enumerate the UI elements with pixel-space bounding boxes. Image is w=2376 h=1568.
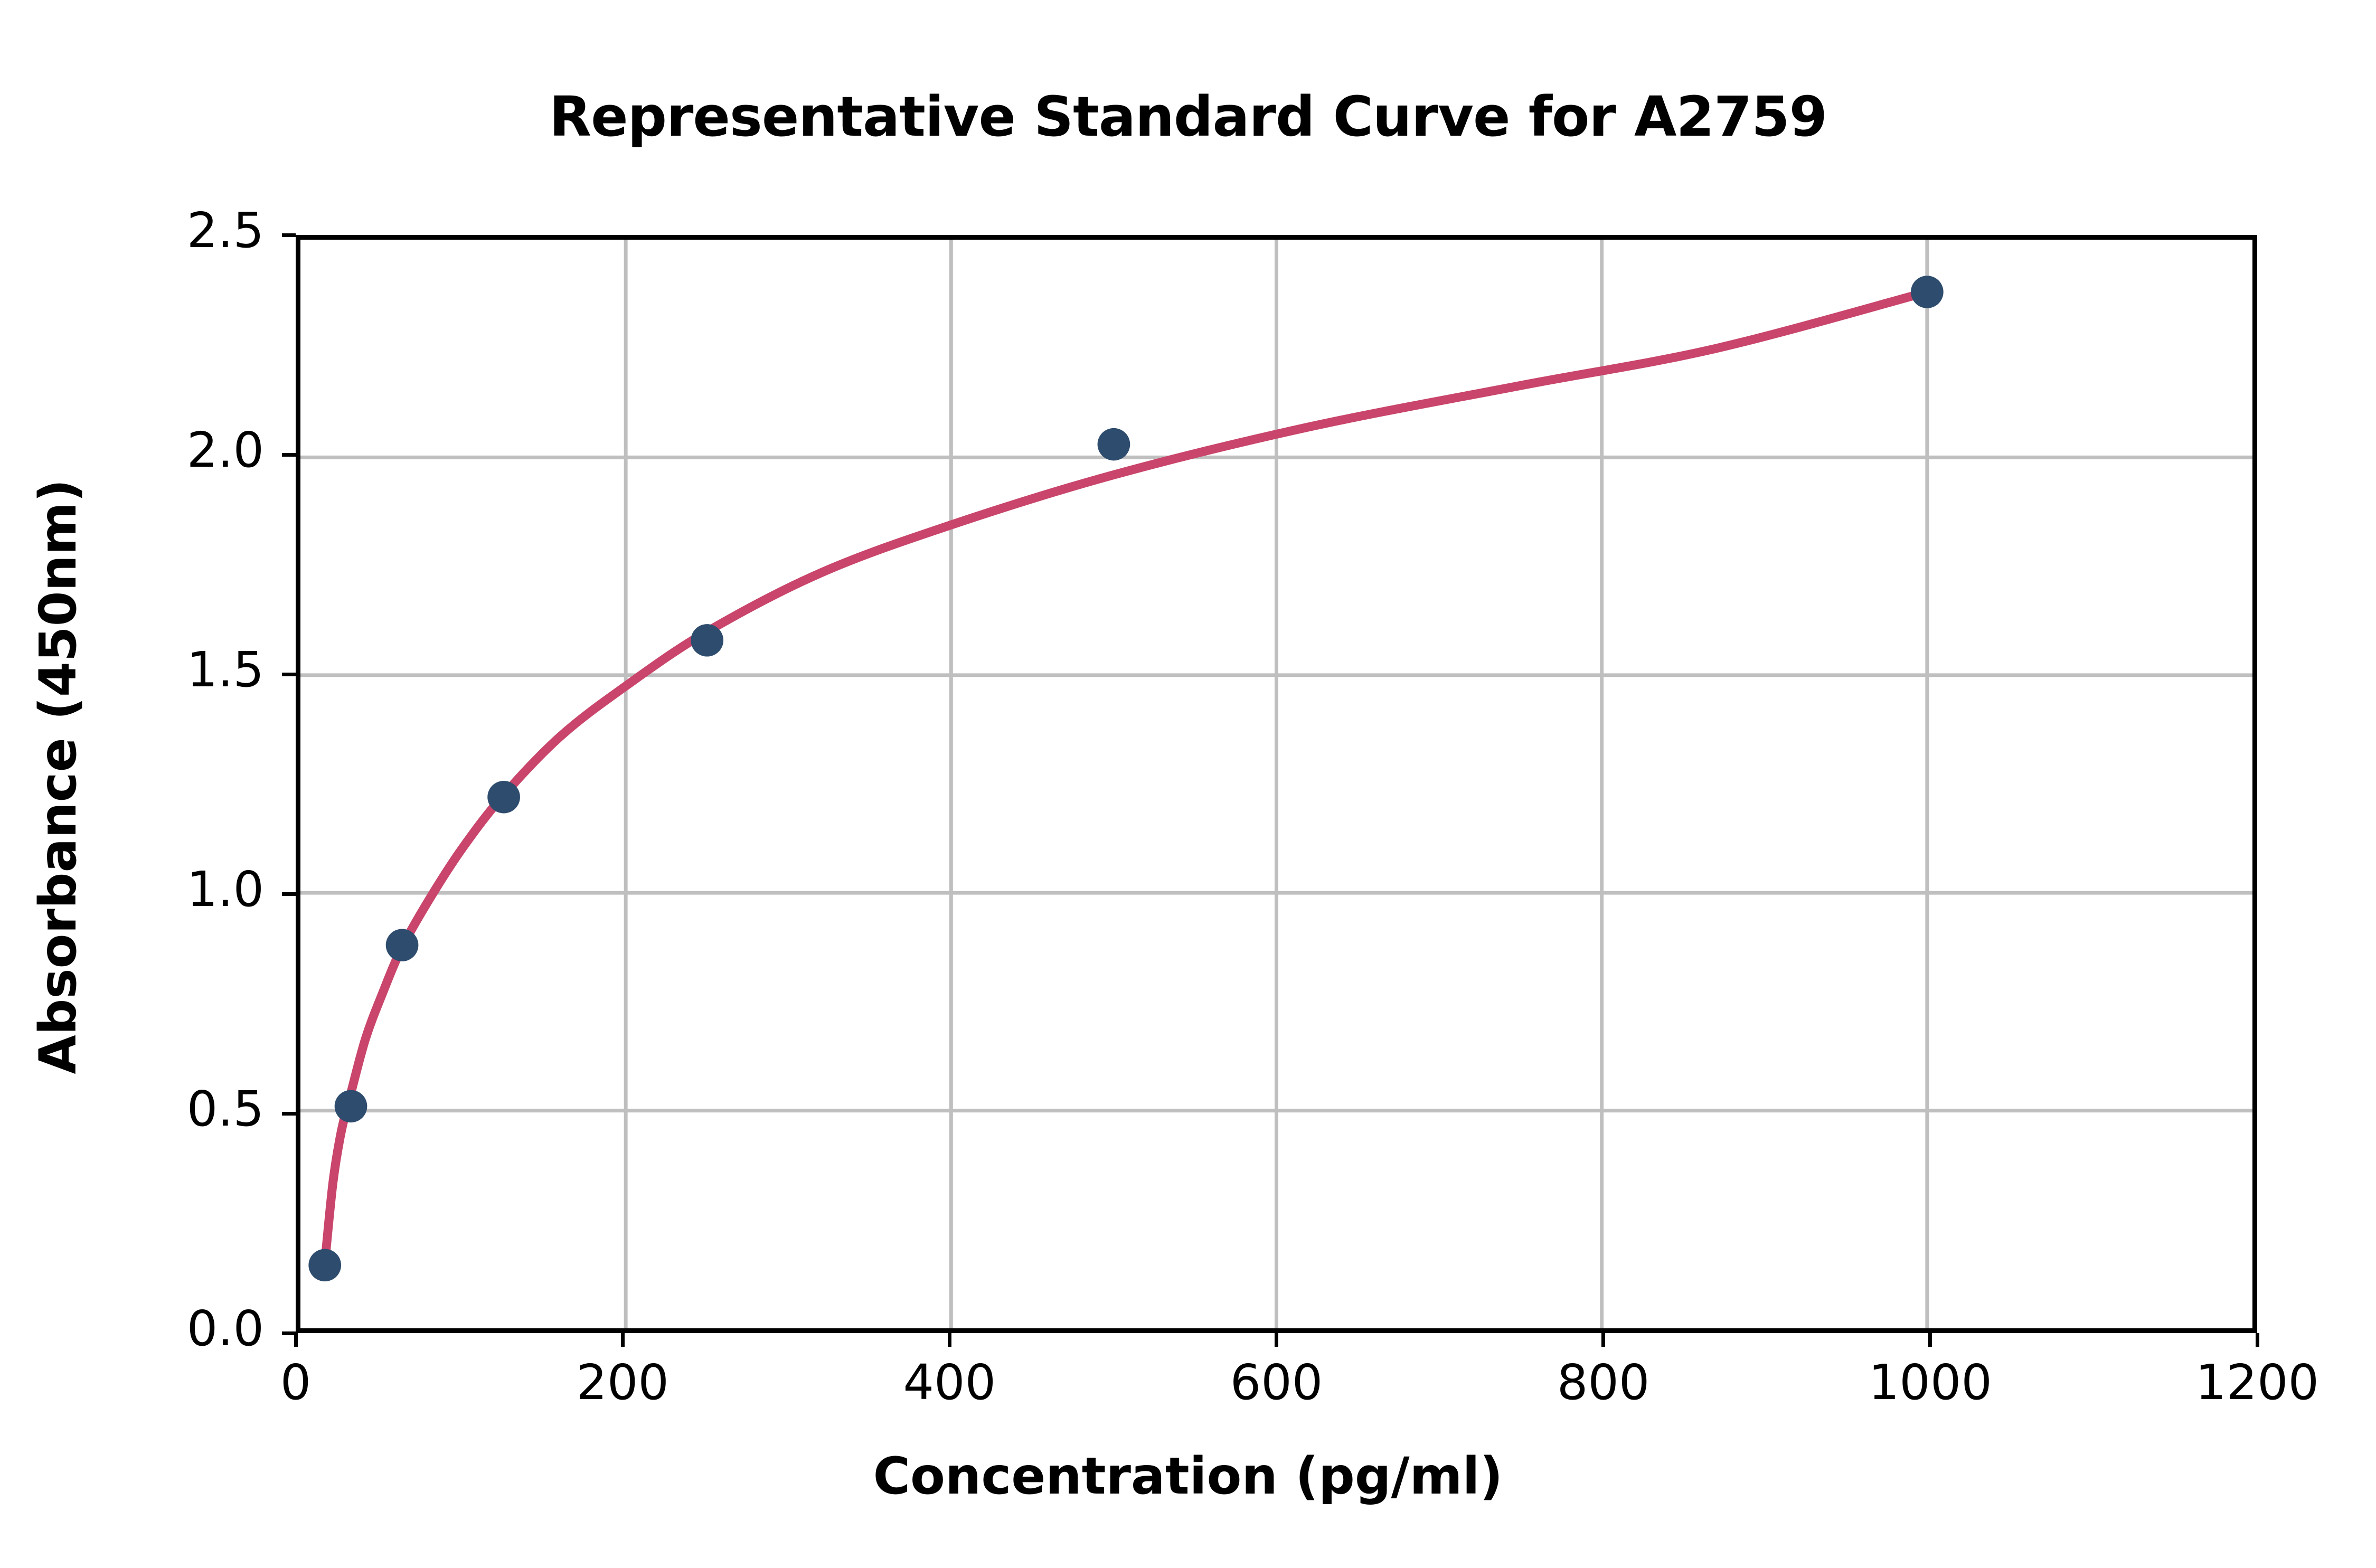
y-axis-tick (282, 233, 296, 237)
x-axis-label: Concentration (pg/ml) (873, 1447, 1503, 1506)
data-points (308, 276, 1944, 1282)
y-axis-label: Absorbance (450nm) (29, 479, 88, 1074)
data-point-marker (385, 929, 419, 961)
chart-title: Representative Standard Curve for A2759 (549, 84, 1827, 149)
data-point-marker (1097, 428, 1130, 461)
y-axis-tick (282, 452, 296, 457)
data-point-marker (1910, 276, 1944, 308)
x-axis-tick-label: 0 (280, 1354, 312, 1411)
x-axis-tick-label: 400 (903, 1354, 996, 1411)
x-axis-tick (1928, 1333, 1932, 1347)
x-axis-tick-label: 1000 (1868, 1354, 1992, 1411)
fit-curve-line (320, 287, 1932, 1268)
y-axis-tick-label: 0.0 (186, 1300, 264, 1357)
x-axis-tick (2255, 1333, 2259, 1347)
y-axis-tick (282, 892, 296, 896)
data-point-marker (334, 1090, 367, 1123)
y-axis-tick-label: 2.0 (186, 422, 264, 478)
y-axis-tick-label: 2.5 (186, 202, 264, 259)
data-point-marker (487, 781, 520, 814)
x-axis-tick (1275, 1333, 1278, 1347)
y-axis-tick (282, 1111, 296, 1116)
gridlines (300, 240, 2252, 1328)
data-point-marker (308, 1249, 342, 1282)
x-axis-tick-label: 200 (576, 1354, 669, 1411)
x-axis-tick (947, 1333, 951, 1347)
y-axis-tick-label: 1.0 (186, 861, 264, 918)
y-axis-tick (282, 672, 296, 676)
x-axis-tick (294, 1333, 298, 1347)
y-axis-tick (282, 1331, 296, 1335)
plot-area (296, 235, 2257, 1333)
data-point-marker (691, 624, 724, 657)
plot-svg (300, 240, 2252, 1328)
x-axis-tick-label: 600 (1230, 1354, 1323, 1411)
x-axis-tick-label: 800 (1557, 1354, 1650, 1411)
x-axis-tick (1601, 1333, 1606, 1347)
x-axis-tick-label: 1200 (2195, 1354, 2320, 1411)
y-axis-tick-label: 0.5 (186, 1081, 264, 1137)
y-axis-tick-label: 1.5 (186, 641, 264, 698)
x-axis-tick (620, 1333, 625, 1347)
